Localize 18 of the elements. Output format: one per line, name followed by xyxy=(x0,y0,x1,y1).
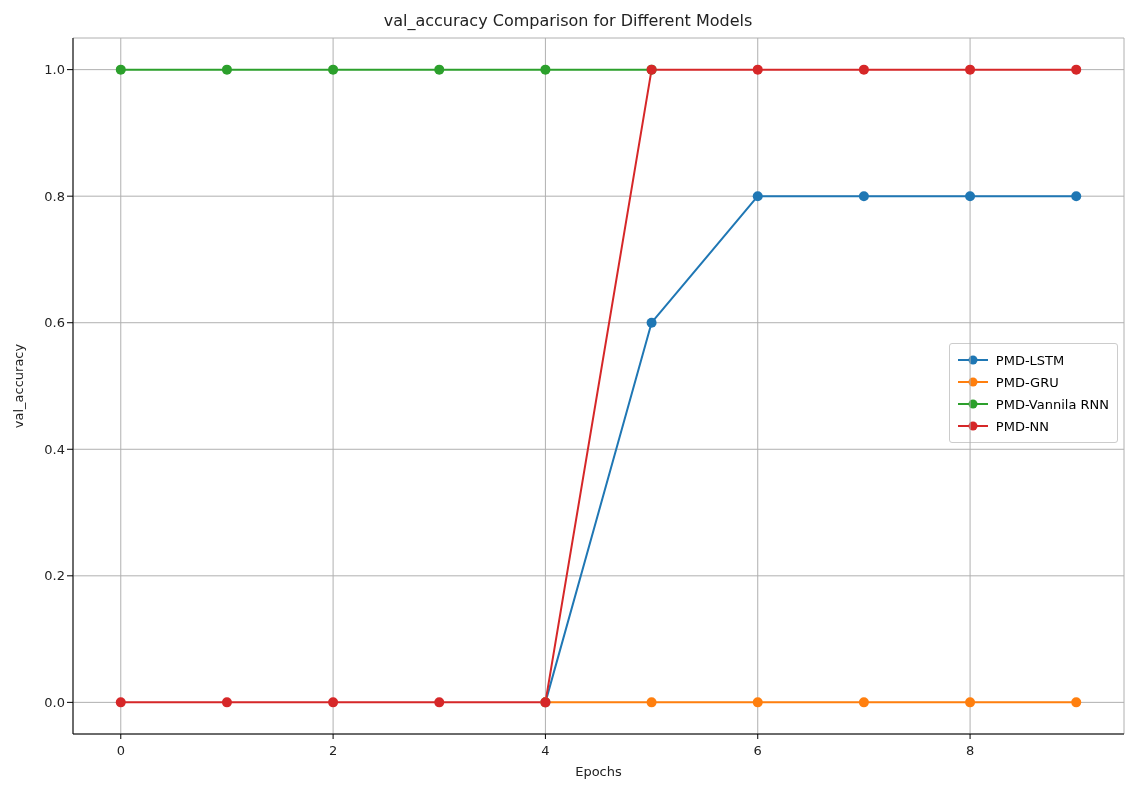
y-tick-label: 1.0 xyxy=(44,62,65,78)
x-tick-label: 0 xyxy=(116,743,125,758)
legend-label: PMD-NN xyxy=(995,418,1050,434)
x-tick-label: 8 xyxy=(965,743,975,758)
x-tick-label: 2 xyxy=(328,743,338,758)
legend-label: PMD-GRU xyxy=(995,374,1059,390)
x-tick-label: 4 xyxy=(541,743,550,758)
y-tick-label: 0.0 xyxy=(44,694,65,710)
y-axis-title: val_accuracy xyxy=(10,343,26,429)
y-tick-label: 0.8 xyxy=(44,188,65,204)
legend-label: PMD-Vannila RNN xyxy=(995,396,1109,412)
x-tick-label: 6 xyxy=(753,743,762,758)
y-tick-label: 0.4 xyxy=(44,441,65,457)
y-tick-label: 0.6 xyxy=(44,315,65,331)
y-tick-label: 0.2 xyxy=(44,568,65,584)
legend-label: PMD-LSTM xyxy=(995,352,1065,368)
chart-title: val_accuracy Comparison for Different Models xyxy=(382,10,754,32)
x-axis-title: Epochs xyxy=(575,764,623,779)
